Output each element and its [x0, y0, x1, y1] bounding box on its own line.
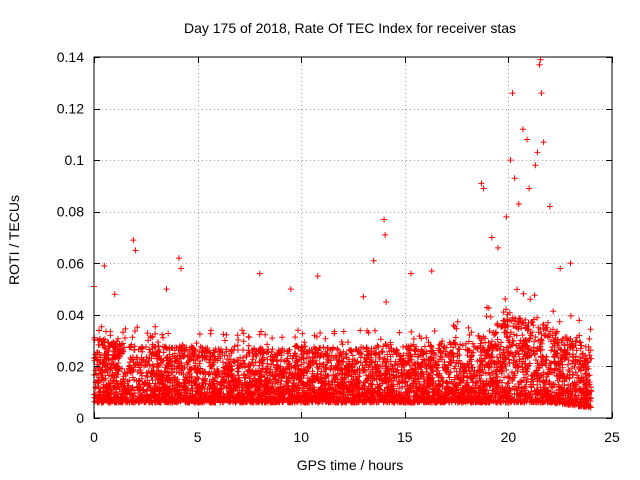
roti-point	[519, 126, 526, 133]
roti-point	[478, 180, 485, 187]
roti-point	[488, 234, 495, 241]
x-tick-label: 25	[604, 429, 620, 445]
roti-point	[509, 90, 516, 97]
chart-title: Day 175 of 2018, Rate Of TEC Index for r…	[184, 20, 516, 36]
x-tick-label: 5	[194, 429, 202, 445]
roti-point	[495, 244, 502, 251]
roti-point	[101, 262, 108, 269]
roti-point	[507, 157, 514, 164]
roti-point	[383, 298, 390, 305]
y-tick-label: 0.04	[57, 307, 84, 323]
roti-point	[360, 293, 367, 300]
roti-point	[163, 286, 170, 293]
roti-point	[111, 291, 118, 298]
roti-point	[287, 286, 294, 293]
y-tick-label: 0	[76, 410, 84, 426]
x-tick-label: 10	[293, 429, 309, 445]
y-tick-label: 0.02	[57, 358, 84, 374]
axis-ticks	[94, 57, 613, 419]
roti-point	[480, 185, 487, 192]
y-tick-label: 0.14	[57, 49, 84, 65]
x-axis-label: GPS time / hours	[297, 457, 404, 473]
roti-point	[540, 139, 547, 146]
roti-point	[408, 270, 415, 277]
roti-point	[538, 90, 545, 97]
roti-point	[178, 265, 185, 272]
roti-point	[130, 237, 137, 244]
roti-point	[524, 136, 531, 143]
roti-point	[503, 213, 510, 220]
roti-point	[382, 231, 389, 238]
roti-point	[567, 260, 574, 267]
roti-point	[256, 270, 263, 277]
roti-point	[428, 268, 435, 275]
y-tick-label: 0.08	[57, 204, 84, 220]
roti-point	[381, 216, 388, 223]
roti-point	[515, 200, 522, 207]
y-tick-label: 0.06	[57, 255, 84, 271]
x-tick-label: 15	[397, 429, 413, 445]
x-tick-label: 20	[501, 429, 517, 445]
data-points	[91, 56, 595, 411]
roti-point	[175, 255, 182, 262]
y-tick-label: 0.12	[57, 101, 84, 117]
y-axis-label: ROTI / TECUs	[6, 195, 22, 285]
plot-frame	[93, 56, 613, 419]
roti-point	[536, 61, 543, 68]
roti-point	[546, 203, 553, 210]
roti-point	[532, 162, 539, 169]
roti-point	[132, 247, 139, 254]
roti-point	[511, 175, 518, 182]
roti-point	[534, 149, 541, 156]
axis-tick-labels: 0 5 10 15 20 25 0 0.02 0.04 0.06 0.08 0.1 0.12 0.14	[57, 49, 620, 445]
roti-point	[526, 185, 533, 192]
x-tick-label: 0	[90, 429, 98, 445]
baseline-point-cloud	[91, 286, 595, 411]
y-tick-label: 0.1	[65, 152, 85, 168]
roti-point	[314, 273, 321, 280]
roti-point	[557, 265, 564, 272]
roti-point	[370, 257, 377, 264]
roti-point	[537, 56, 544, 63]
